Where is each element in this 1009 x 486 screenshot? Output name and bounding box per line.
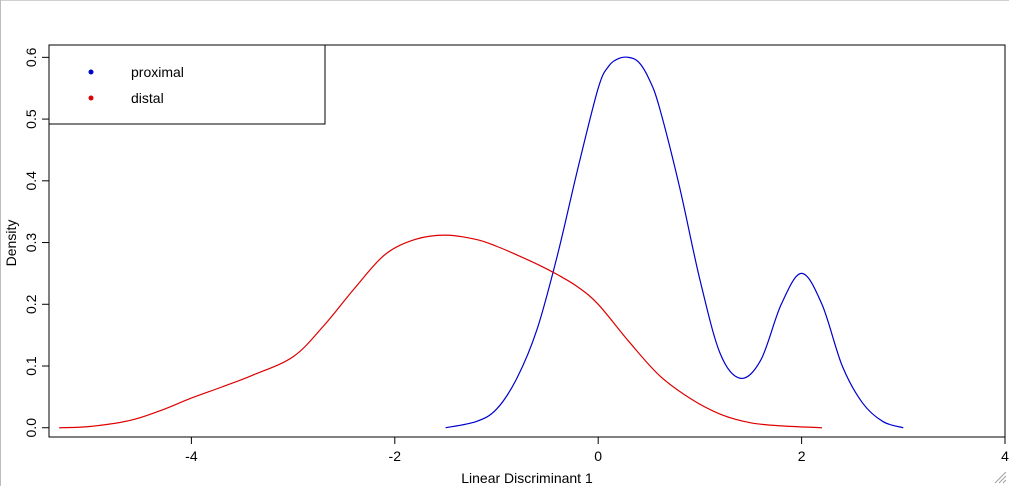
legend-marker-proximal [88,69,94,75]
y-tick-label: 0.6 [23,47,39,67]
top-divider [0,0,1009,1]
plot-box [48,44,1006,438]
y-tick-label: 0.4 [23,171,39,191]
x-tick-label: 0 [594,448,602,464]
y-axis-label: Density [3,220,19,267]
series-line-proximal [445,56,904,429]
legend-label-proximal: proximal [131,64,184,80]
x-axis: -4 -2 0 2 4 [185,437,1009,464]
y-tick-label: 0.1 [23,356,39,376]
series-layer [59,56,904,429]
legend-label-distal: distal [131,90,164,106]
left-border [0,0,1,486]
x-tick-label: -2 [389,448,402,464]
legend-box [48,44,326,125]
series-line-distal [59,234,822,429]
y-axis: 0.0 0.1 0.2 0.3 0.4 0.5 0.6 [23,47,49,437]
x-tick-label: -4 [185,448,198,464]
legend-marker-distal [88,95,94,101]
resize-grip-icon[interactable] [993,470,1007,484]
y-tick-label: 0.2 [23,294,39,314]
y-tick-label: 0.5 [23,109,39,129]
legend: proximal distal [48,44,326,125]
x-tick-label: 4 [1001,448,1009,464]
y-tick-label: 0.0 [23,418,39,438]
x-tick-label: 2 [798,448,806,464]
x-axis-label: Linear Discriminant 1 [461,470,593,486]
y-tick-label: 0.3 [23,233,39,253]
